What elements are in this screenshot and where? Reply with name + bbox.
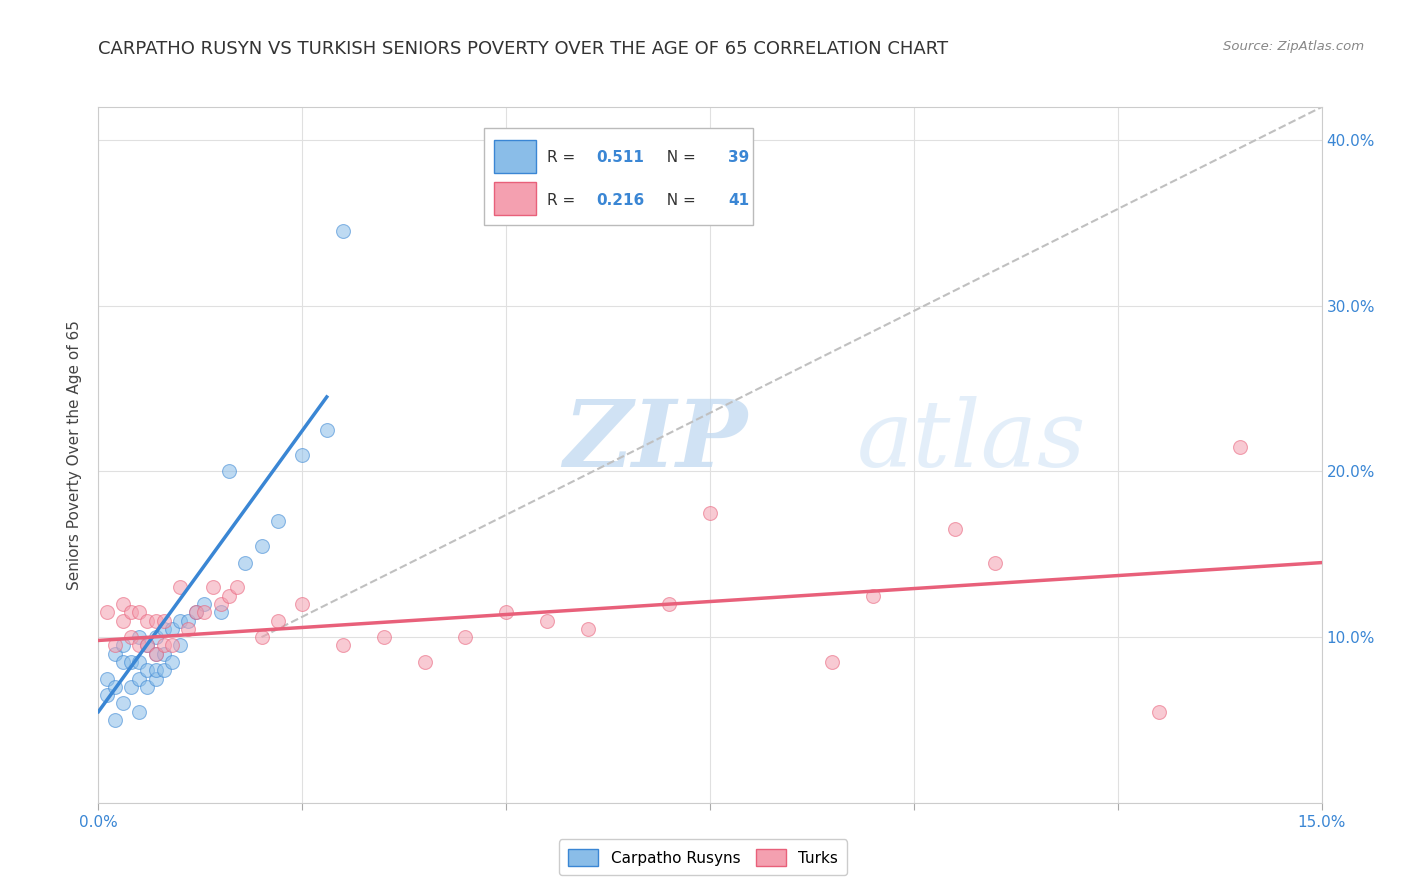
Point <box>152 614 174 628</box>
Point <box>96 688 118 702</box>
Point <box>1147 705 1170 719</box>
FancyBboxPatch shape <box>494 182 536 215</box>
Point <box>209 605 232 619</box>
Point <box>984 556 1007 570</box>
FancyBboxPatch shape <box>484 128 752 226</box>
Point <box>136 663 159 677</box>
Text: ZIP: ZIP <box>564 396 748 486</box>
Point <box>145 663 167 677</box>
Point <box>177 614 200 628</box>
Point <box>152 639 174 653</box>
Point <box>862 589 884 603</box>
Point <box>291 597 314 611</box>
Point <box>128 605 150 619</box>
Point <box>152 663 174 677</box>
Text: 41: 41 <box>728 194 749 209</box>
Point <box>576 622 599 636</box>
Point <box>111 639 134 653</box>
Point <box>250 539 273 553</box>
Point <box>136 614 159 628</box>
Point <box>821 655 844 669</box>
Text: N =: N = <box>658 150 702 165</box>
Point <box>233 556 256 570</box>
Point <box>136 639 159 653</box>
Point <box>152 647 174 661</box>
Point <box>160 655 183 669</box>
Point <box>201 581 224 595</box>
Point <box>332 639 354 653</box>
Point <box>104 680 127 694</box>
Point <box>160 622 183 636</box>
Point <box>128 630 150 644</box>
Text: 39: 39 <box>728 150 749 165</box>
Point <box>1229 440 1251 454</box>
Point <box>454 630 477 644</box>
Point <box>96 672 118 686</box>
Point <box>111 614 134 628</box>
Point <box>267 514 290 528</box>
Point <box>96 605 118 619</box>
Text: Source: ZipAtlas.com: Source: ZipAtlas.com <box>1223 40 1364 54</box>
Point <box>413 655 436 669</box>
Point <box>120 655 142 669</box>
Point <box>291 448 314 462</box>
Point <box>145 647 167 661</box>
Point <box>136 680 159 694</box>
Point <box>536 614 558 628</box>
Point <box>145 614 167 628</box>
Point <box>120 630 142 644</box>
Text: atlas: atlas <box>856 396 1087 486</box>
Text: N =: N = <box>658 194 702 209</box>
Point <box>104 713 127 727</box>
Point <box>186 605 208 619</box>
Point <box>495 605 517 619</box>
Point <box>267 614 290 628</box>
Text: 0.511: 0.511 <box>596 150 644 165</box>
Point <box>186 605 208 619</box>
Point <box>169 639 191 653</box>
Y-axis label: Seniors Poverty Over the Age of 65: Seniors Poverty Over the Age of 65 <box>67 320 83 590</box>
Point <box>111 655 134 669</box>
Point <box>128 639 150 653</box>
Legend: Carpatho Rusyns, Turks: Carpatho Rusyns, Turks <box>558 839 848 875</box>
Text: CARPATHO RUSYN VS TURKISH SENIORS POVERTY OVER THE AGE OF 65 CORRELATION CHART: CARPATHO RUSYN VS TURKISH SENIORS POVERT… <box>98 40 949 58</box>
Point <box>104 647 127 661</box>
Text: R =: R = <box>547 150 581 165</box>
Point <box>315 423 337 437</box>
Point <box>145 630 167 644</box>
Point <box>120 605 142 619</box>
Point <box>128 655 150 669</box>
Point <box>111 697 134 711</box>
Point <box>193 597 215 611</box>
Point <box>177 622 200 636</box>
Point <box>332 224 354 238</box>
Point <box>226 581 249 595</box>
Point <box>943 523 966 537</box>
FancyBboxPatch shape <box>494 140 536 173</box>
Point <box>218 589 240 603</box>
Point <box>699 506 721 520</box>
Point <box>128 705 150 719</box>
Point <box>145 647 167 661</box>
Point <box>128 672 150 686</box>
Point <box>373 630 395 644</box>
Point <box>193 605 215 619</box>
Point <box>120 680 142 694</box>
Point <box>160 639 183 653</box>
Text: R =: R = <box>547 194 581 209</box>
Point <box>209 597 232 611</box>
Point <box>145 672 167 686</box>
Point <box>658 597 681 611</box>
Text: 0.216: 0.216 <box>596 194 644 209</box>
Point <box>218 465 240 479</box>
Point <box>169 581 191 595</box>
Point <box>111 597 134 611</box>
Point <box>250 630 273 644</box>
Point <box>104 639 127 653</box>
Point <box>136 639 159 653</box>
Point <box>169 614 191 628</box>
Point <box>152 622 174 636</box>
